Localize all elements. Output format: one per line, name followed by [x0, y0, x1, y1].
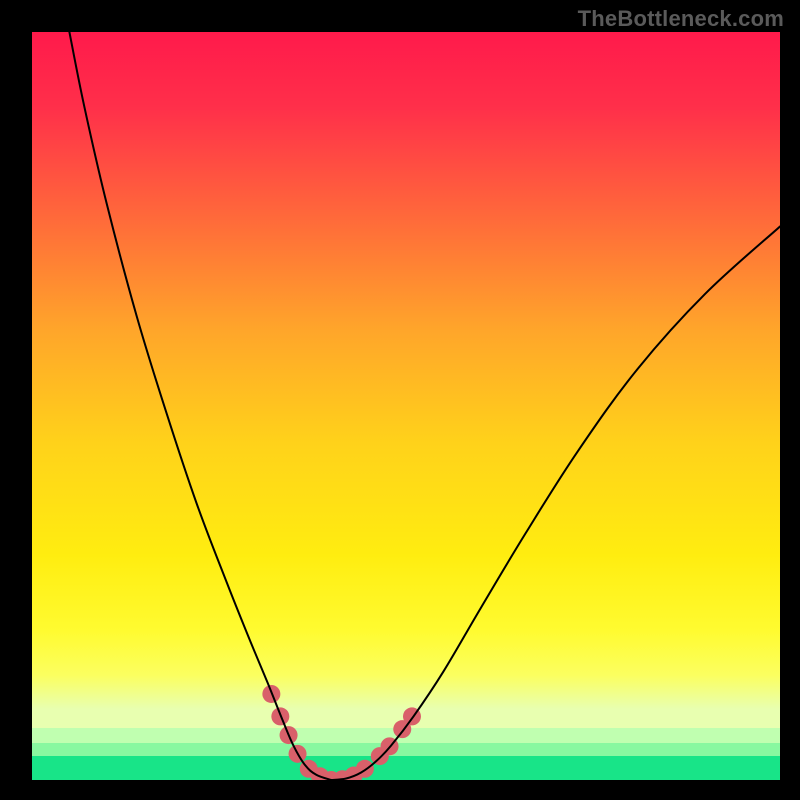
- curve-left-branch: [69, 32, 331, 780]
- curve-markers: [262, 685, 421, 780]
- marker-point: [356, 760, 374, 778]
- plot-area: [32, 32, 780, 780]
- bottleneck-curve: [32, 32, 780, 780]
- watermark-text: TheBottleneck.com: [578, 6, 784, 32]
- chart-frame: TheBottleneck.com: [0, 0, 800, 800]
- curve-right-branch: [331, 226, 780, 780]
